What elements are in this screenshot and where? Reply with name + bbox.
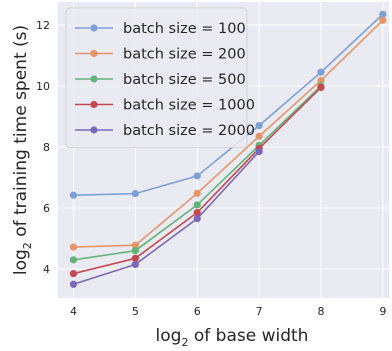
- y-tick-label: 12: [36, 19, 50, 32]
- series-point-1: [69, 243, 78, 251]
- y-tick-label: 10: [36, 80, 50, 93]
- legend-label-0: batch size = 100: [123, 21, 246, 37]
- y-axis-title-prefix: log: [11, 249, 31, 275]
- legend-marker-0: [90, 24, 98, 32]
- series-point-3: [193, 208, 201, 217]
- series-point-3: [69, 269, 78, 278]
- series-point-1: [193, 189, 201, 197]
- series-line-1: [73, 19, 384, 248]
- legend-marker-3: [90, 100, 98, 109]
- series-group: [69, 10, 387, 288]
- series-point-1: [131, 241, 139, 249]
- y-axis-title: log2 of training time spent (s): [11, 25, 34, 275]
- series-point-4: [255, 147, 263, 156]
- x-tick-labels: 4 5 6 7 8 9: [70, 305, 386, 318]
- y-tick-label: 6: [43, 202, 50, 215]
- series-line-4: [73, 150, 260, 286]
- series-point-0: [317, 68, 325, 76]
- x-axis-title: log2 of base width: [156, 326, 309, 349]
- series-point-4: [69, 280, 78, 288]
- x-tick-label: 4: [70, 305, 77, 318]
- y-tick-label: 4: [43, 263, 50, 276]
- x-axis-title-suffix: of base width: [188, 326, 308, 346]
- legend: batch size = 100 batch size = 200 batch si…: [65, 7, 255, 148]
- legend-label-4: batch size = 2000: [123, 123, 255, 139]
- series-point-1: [255, 132, 263, 140]
- y-tick-labels: 4 6 8 10 12: [36, 19, 50, 276]
- series-point-4: [131, 260, 139, 269]
- y-tick-label: 8: [43, 141, 50, 154]
- series-point-2: [193, 201, 201, 209]
- series-point-0: [193, 172, 201, 180]
- series-point-2: [69, 256, 78, 264]
- series-point-0: [255, 121, 263, 130]
- x-tick-label: 8: [317, 305, 324, 318]
- x-tick-label: 7: [256, 305, 263, 318]
- legend-marker-2: [90, 75, 98, 83]
- x-tick-label: 5: [132, 305, 139, 318]
- legend-box: [65, 7, 248, 148]
- series-point-1: [317, 76, 325, 85]
- x-tick-label: 6: [194, 305, 201, 318]
- series-point-0: [131, 190, 139, 198]
- series-point-1: [379, 16, 387, 24]
- series-line-0: [73, 13, 384, 196]
- series-point-2: [131, 247, 139, 255]
- legend-label-1: batch size = 200: [123, 47, 246, 63]
- series-point-4: [193, 215, 201, 223]
- legend-marker-4: [90, 126, 98, 134]
- series-point-3: [131, 254, 139, 262]
- series-point-0: [379, 10, 387, 18]
- x-tick-label: 9: [379, 305, 386, 318]
- x-axis-title-prefix: log: [156, 326, 182, 346]
- y-axis-title-subscript: 2: [21, 242, 34, 249]
- series-point-3: [317, 83, 325, 92]
- legend-label-2: batch size = 500: [123, 72, 246, 88]
- series-point-0: [69, 191, 78, 199]
- legend-marker-1: [90, 49, 98, 58]
- x-axis-title-subscript: 2: [181, 336, 188, 349]
- y-axis-title-suffix: of training time spent (s): [11, 25, 31, 242]
- legend-label-3: batch size = 1000: [123, 98, 255, 114]
